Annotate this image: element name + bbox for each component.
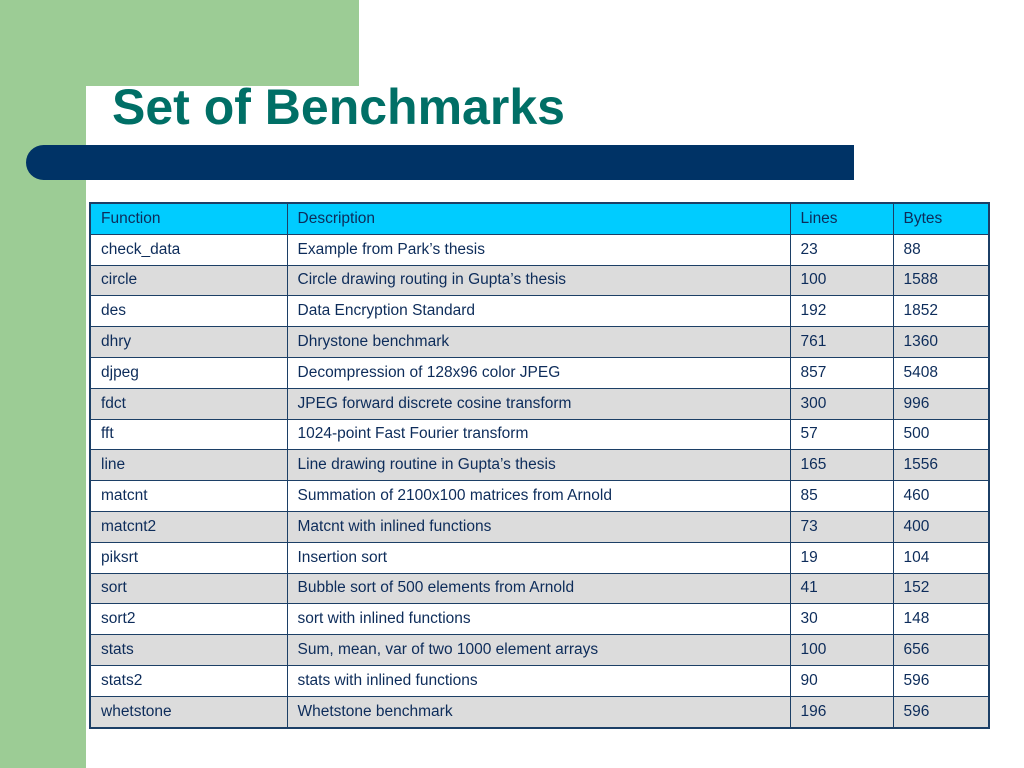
function-cell: fdct bbox=[89, 387, 288, 420]
lines-cell: 761 bbox=[789, 326, 894, 358]
bytes-cell: 460 bbox=[892, 480, 990, 512]
description-cell: 1024-point Fast Fourier transform bbox=[286, 418, 791, 451]
bytes-cell: 1360 bbox=[892, 326, 990, 358]
benchmark-table: Function Description Lines Bytes check_d… bbox=[89, 202, 990, 729]
column-header-function: Function bbox=[89, 202, 288, 235]
description-cell: Decompression of 128x96 color JPEG bbox=[286, 356, 791, 389]
bytes-cell: 400 bbox=[892, 510, 990, 543]
description-cell: Circle drawing routing in Gupta’s thesis bbox=[286, 264, 791, 297]
function-cell: djpeg bbox=[89, 356, 288, 389]
function-cell: stats2 bbox=[89, 664, 288, 697]
lines-cell: 73 bbox=[789, 510, 894, 543]
description-cell: Matcnt with inlined functions bbox=[286, 510, 791, 543]
green-top-band bbox=[0, 0, 359, 86]
table-row: djpeg Decompression of 128x96 color JPEG… bbox=[89, 356, 990, 389]
function-cell: dhry bbox=[89, 326, 288, 358]
description-cell: Insertion sort bbox=[286, 541, 791, 574]
lines-cell: 85 bbox=[789, 480, 894, 512]
description-cell: JPEG forward discrete cosine transform bbox=[286, 387, 791, 420]
table-row: circle Circle drawing routing in Gupta’s… bbox=[89, 264, 990, 297]
lines-cell: 57 bbox=[789, 418, 894, 451]
function-cell: sort2 bbox=[89, 603, 288, 636]
function-cell: circle bbox=[89, 264, 288, 297]
description-cell: stats with inlined functions bbox=[286, 664, 791, 697]
lines-cell: 100 bbox=[789, 634, 894, 666]
lines-cell: 300 bbox=[789, 387, 894, 420]
bytes-cell: 596 bbox=[892, 695, 990, 729]
bytes-cell: 1588 bbox=[892, 264, 990, 297]
description-cell: Sum, mean, var of two 1000 element array… bbox=[286, 634, 791, 666]
bytes-cell: 1556 bbox=[892, 449, 990, 482]
table-row: dhry Dhrystone benchmark 761 1360 bbox=[89, 326, 990, 358]
bytes-cell: 88 bbox=[892, 233, 990, 266]
description-cell: Data Encryption Standard bbox=[286, 295, 791, 328]
slide-title: Set of Benchmarks bbox=[112, 79, 565, 135]
table-row: matcnt2 Matcnt with inlined functions 73… bbox=[89, 510, 990, 543]
bytes-cell: 148 bbox=[892, 603, 990, 636]
table-row: matcnt Summation of 2100x100 matrices fr… bbox=[89, 480, 990, 512]
description-cell: Dhrystone benchmark bbox=[286, 326, 791, 358]
bytes-cell: 596 bbox=[892, 664, 990, 697]
bytes-cell: 996 bbox=[892, 387, 990, 420]
table-row: fdct JPEG forward discrete cosine transf… bbox=[89, 387, 990, 420]
table-row: piksrt Insertion sort 19 104 bbox=[89, 541, 990, 574]
green-side-band bbox=[0, 0, 86, 768]
benchmark-table-container: Function Description Lines Bytes check_d… bbox=[89, 202, 990, 729]
bytes-cell: 152 bbox=[892, 572, 990, 605]
function-cell: stats bbox=[89, 634, 288, 666]
table-header-row: Function Description Lines Bytes bbox=[89, 202, 990, 235]
column-header-description: Description bbox=[286, 202, 791, 235]
description-cell: Bubble sort of 500 elements from Arnold bbox=[286, 572, 791, 605]
function-cell: line bbox=[89, 449, 288, 482]
lines-cell: 90 bbox=[789, 664, 894, 697]
function-cell: fft bbox=[89, 418, 288, 451]
table-row: stats2 stats with inlined functions 90 5… bbox=[89, 664, 990, 697]
description-cell: sort with inlined functions bbox=[286, 603, 791, 636]
bytes-cell: 104 bbox=[892, 541, 990, 574]
function-cell: whetstone bbox=[89, 695, 288, 729]
column-header-lines: Lines bbox=[789, 202, 894, 235]
bytes-cell: 5408 bbox=[892, 356, 990, 389]
table-row: check_data Example from Park’s thesis 23… bbox=[89, 233, 990, 266]
function-cell: check_data bbox=[89, 233, 288, 266]
table-row: whetstone Whetstone benchmark 196 596 bbox=[89, 695, 990, 729]
lines-cell: 196 bbox=[789, 695, 894, 729]
description-cell: Line drawing routine in Gupta’s thesis bbox=[286, 449, 791, 482]
description-cell: Example from Park’s thesis bbox=[286, 233, 791, 266]
bytes-cell: 656 bbox=[892, 634, 990, 666]
table-row: sort Bubble sort of 500 elements from Ar… bbox=[89, 572, 990, 605]
lines-cell: 19 bbox=[789, 541, 894, 574]
table-row: sort2 sort with inlined functions 30 148 bbox=[89, 603, 990, 636]
function-cell: piksrt bbox=[89, 541, 288, 574]
bytes-cell: 500 bbox=[892, 418, 990, 451]
description-cell: Whetstone benchmark bbox=[286, 695, 791, 729]
function-cell: matcnt2 bbox=[89, 510, 288, 543]
lines-cell: 100 bbox=[789, 264, 894, 297]
function-cell: matcnt bbox=[89, 480, 288, 512]
function-cell: des bbox=[89, 295, 288, 328]
table-row: stats Sum, mean, var of two 1000 element… bbox=[89, 634, 990, 666]
lines-cell: 23 bbox=[789, 233, 894, 266]
lines-cell: 41 bbox=[789, 572, 894, 605]
description-cell: Summation of 2100x100 matrices from Arno… bbox=[286, 480, 791, 512]
table-row: des Data Encryption Standard 192 1852 bbox=[89, 295, 990, 328]
lines-cell: 192 bbox=[789, 295, 894, 328]
column-header-bytes: Bytes bbox=[892, 202, 990, 235]
lines-cell: 30 bbox=[789, 603, 894, 636]
lines-cell: 857 bbox=[789, 356, 894, 389]
table-row: line Line drawing routine in Gupta’s the… bbox=[89, 449, 990, 482]
function-cell: sort bbox=[89, 572, 288, 605]
bytes-cell: 1852 bbox=[892, 295, 990, 328]
table-row: fft 1024-point Fast Fourier transform 57… bbox=[89, 418, 990, 451]
lines-cell: 165 bbox=[789, 449, 894, 482]
title-underline-bar bbox=[26, 145, 854, 180]
